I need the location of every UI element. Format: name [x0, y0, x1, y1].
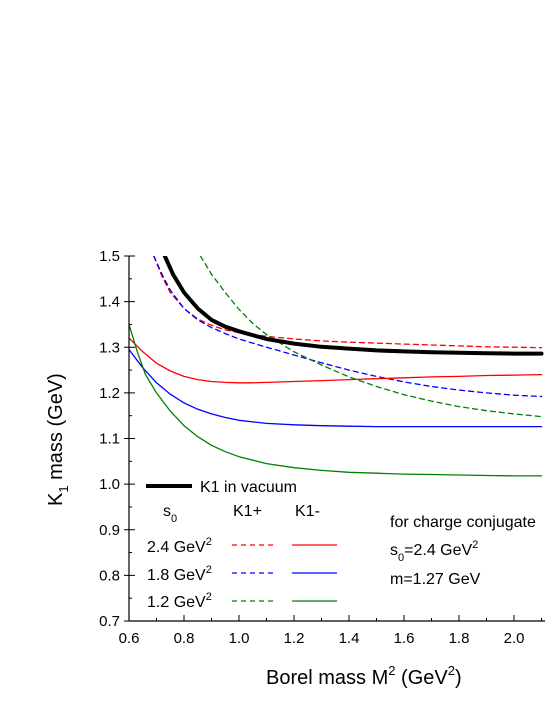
y-tick-label: 1.0 — [99, 476, 120, 493]
legend: K1 in vacuum s0 K1+ K1- 2.4 GeV2 1.8 GeV… — [146, 479, 337, 611]
y-tick-label: 0.9 — [99, 522, 120, 539]
x-tick-label: 0.8 — [174, 630, 195, 647]
series-k1-in-vacuum — [162, 256, 544, 356]
x-tick-label: 1.8 — [449, 630, 470, 647]
x-tick-label: 1.6 — [394, 630, 415, 647]
x-tick-label: 1.2 — [284, 630, 305, 647]
annotation-line-2: s0=2.4 GeV2 — [390, 539, 478, 564]
legend-row-2-4: 2.4 GeV2 — [147, 536, 212, 556]
series-layer — [129, 256, 544, 477]
legend-col-plus: K1+ — [233, 503, 262, 520]
y-tick-label: 0.7 — [99, 613, 120, 630]
tick-labels: 0.6 0.8 1.0 1.2 1.4 1.6 1.8 2.0 0.7 0.8 0.9 1.0 1.1 1… — [99, 248, 524, 647]
series-2-4-gev2-k1 — [129, 337, 543, 384]
y-tick-label: 0.8 — [99, 567, 120, 584]
annotation-line-1: for charge conjugate — [390, 514, 536, 531]
axes — [128, 256, 545, 622]
x-tick-label: 0.6 — [119, 630, 140, 647]
x-axis-title: Borel mass M2 (GeV2) — [266, 663, 462, 689]
legend-label-vacuum: K1 in vacuum — [200, 479, 297, 496]
legend-row-1-8: 1.8 GeV2 — [147, 564, 212, 584]
x-tick-label: 2.0 — [504, 630, 525, 647]
legend-s0-header: s0 — [163, 503, 177, 525]
y-tick-label: 1.2 — [99, 385, 120, 402]
y-tick-label: 1.5 — [99, 248, 120, 265]
y-tick-label: 1.1 — [99, 431, 120, 448]
y-tick-label: 1.4 — [99, 294, 120, 311]
series-1-8-gev2-k1 — [153, 256, 543, 398]
series-1-2-gev2-k1 — [129, 323, 543, 477]
series-2-4-gev2-k1 — [153, 256, 543, 349]
series-1-2-gev2-k1 — [199, 256, 543, 418]
legend-row-1-2: 1.2 GeV2 — [147, 591, 212, 611]
annotation-line-3: m=1.27 GeV — [390, 571, 481, 588]
x-tick-label: 1.4 — [339, 630, 360, 647]
annotation: for charge conjugate s0=2.4 GeV2 m=1.27 … — [390, 514, 536, 588]
series-1-8-gev2-k1 — [129, 348, 543, 428]
legend-col-minus: K1- — [295, 503, 320, 520]
x-tick-label: 1.0 — [229, 630, 250, 647]
y-axis-title: K1 mass (GeV) — [45, 373, 71, 506]
y-tick-label: 1.3 — [99, 339, 120, 356]
